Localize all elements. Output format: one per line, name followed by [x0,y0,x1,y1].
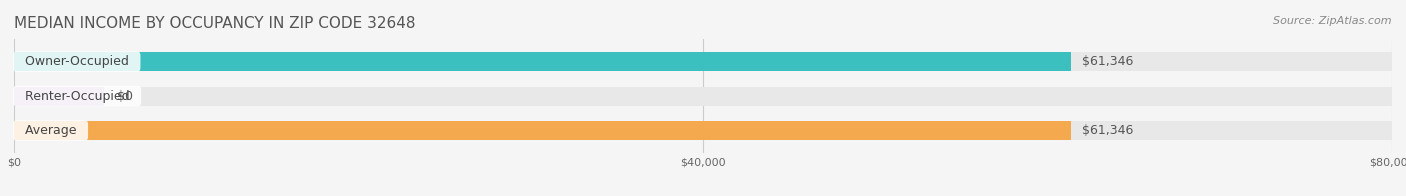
Bar [14,87,104,105]
Text: Owner-Occupied: Owner-Occupied [17,55,136,68]
Text: Average: Average [17,124,84,137]
Text: $61,346: $61,346 [1081,55,1133,68]
Text: $61,346: $61,346 [1081,124,1133,137]
Text: Source: ZipAtlas.com: Source: ZipAtlas.com [1274,16,1392,26]
Text: $0: $0 [118,90,134,103]
Bar [14,52,1070,71]
Text: MEDIAN INCOME BY OCCUPANCY IN ZIP CODE 32648: MEDIAN INCOME BY OCCUPANCY IN ZIP CODE 3… [14,16,416,31]
Text: Renter-Occupied: Renter-Occupied [17,90,138,103]
Bar [14,121,1392,140]
Bar [14,121,1070,140]
Bar [14,52,1392,71]
Bar [14,87,1392,105]
